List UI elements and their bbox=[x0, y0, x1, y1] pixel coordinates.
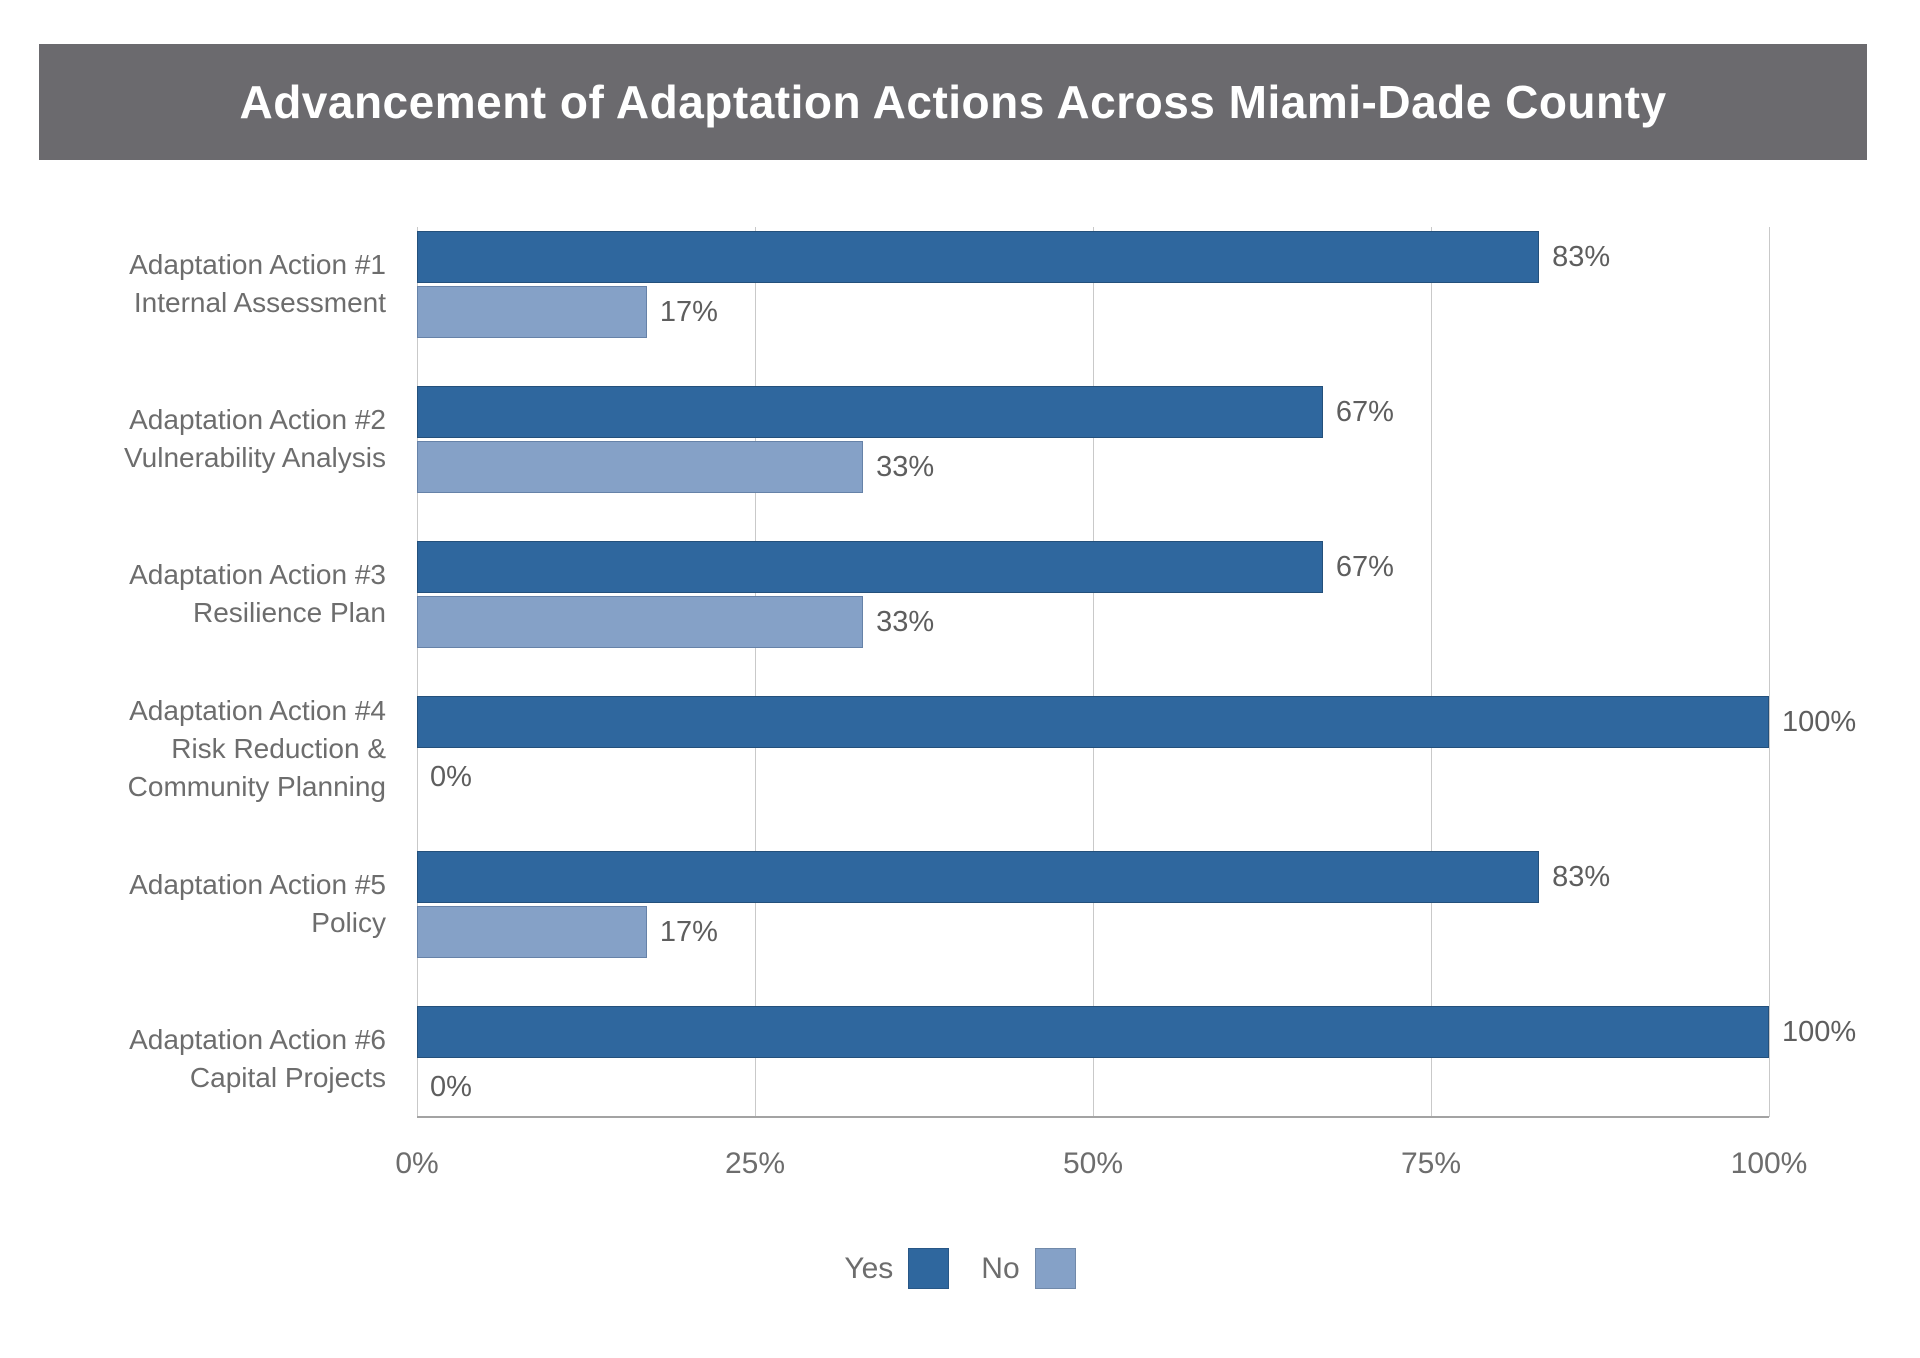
bar-value-label: 33% bbox=[876, 606, 935, 638]
category-label: Adaptation Action #1 Internal Assessment bbox=[40, 246, 386, 322]
category-label-line: Capital Projects bbox=[189, 1062, 386, 1093]
bar-value-label: 67% bbox=[1335, 396, 1394, 428]
legend-label: Yes bbox=[844, 1251, 894, 1285]
bar-no bbox=[417, 596, 864, 648]
legend: Yes No bbox=[0, 1248, 1920, 1289]
bar-yes bbox=[417, 1006, 1769, 1058]
bar-yes bbox=[417, 386, 1323, 438]
legend-label: No bbox=[981, 1251, 1020, 1285]
bar-yes bbox=[417, 541, 1323, 593]
bar-no bbox=[417, 441, 864, 493]
bar-no bbox=[417, 286, 647, 338]
bar-value-label: 83% bbox=[1552, 861, 1611, 893]
bar-value-label: 83% bbox=[1552, 241, 1611, 273]
category-label: Adaptation Action #5 Policy bbox=[40, 866, 386, 942]
bar-yes bbox=[417, 696, 1769, 748]
legend-item-yes: Yes bbox=[844, 1248, 950, 1289]
category-label-line: Adaptation Action #4 bbox=[129, 695, 386, 726]
category-label-line: Adaptation Action #6 bbox=[129, 1024, 386, 1055]
category-label-line: Resilience Plan bbox=[193, 597, 386, 628]
category-label-line: Adaptation Action #3 bbox=[129, 559, 386, 590]
legend-swatch-yes bbox=[908, 1248, 950, 1289]
bar-no bbox=[417, 906, 647, 958]
legend-item-no: No bbox=[981, 1248, 1076, 1289]
x-axis-line bbox=[417, 1116, 1769, 1118]
category-label-line: Adaptation Action #5 bbox=[129, 869, 386, 900]
chart-title: Advancement of Adaptation Actions Across… bbox=[239, 76, 1667, 128]
category-label: Adaptation Action #4 Risk Reduction & Comm… bbox=[40, 692, 386, 806]
category-label-line: Internal Assessment bbox=[133, 287, 386, 318]
gridline bbox=[1092, 227, 1094, 1117]
x-tick-label: 75% bbox=[1400, 1147, 1462, 1180]
bar-yes bbox=[417, 231, 1540, 283]
bar-value-label: 0% bbox=[430, 761, 472, 793]
x-tick-label: 50% bbox=[1062, 1147, 1124, 1180]
category-label-line: Vulnerability Analysis bbox=[124, 442, 386, 473]
bar-value-label: 17% bbox=[659, 296, 718, 328]
plot-area: 83% 17% 67% 33% 67% 33% 100% 0% 83% 17% 100% 0% bbox=[416, 227, 1856, 1118]
x-tick-label: 100% bbox=[1730, 1147, 1808, 1180]
category-label-line: Adaptation Action #1 bbox=[129, 249, 386, 280]
category-label-line: Adaptation Action #2 bbox=[129, 404, 386, 435]
bar-value-label: 17% bbox=[659, 916, 718, 948]
category-label-line: Risk Reduction & bbox=[171, 733, 386, 764]
category-label: Adaptation Action #3 Resilience Plan bbox=[40, 556, 386, 632]
category-label: Adaptation Action #2 Vulnerability Analys… bbox=[40, 401, 386, 477]
category-label-line: Policy bbox=[311, 907, 386, 938]
x-tick-label: 25% bbox=[724, 1147, 786, 1180]
bar-value-label: 67% bbox=[1335, 551, 1394, 583]
gridline bbox=[754, 227, 756, 1117]
gridline bbox=[416, 227, 418, 1117]
x-tick-label: 0% bbox=[395, 1147, 439, 1180]
legend-swatch-no bbox=[1034, 1248, 1076, 1289]
bar-yes bbox=[417, 851, 1540, 903]
bar-value-label: 100% bbox=[1782, 1016, 1857, 1048]
bar-value-label: 0% bbox=[430, 1071, 472, 1103]
category-label: Adaptation Action #6 Capital Projects bbox=[40, 1021, 386, 1097]
gridline bbox=[1768, 227, 1770, 1117]
header-banner: Advancement of Adaptation Actions Across… bbox=[39, 44, 1867, 160]
category-label-line: Community Planning bbox=[127, 771, 386, 802]
gridline bbox=[1430, 227, 1432, 1117]
bar-value-label: 100% bbox=[1782, 706, 1857, 738]
bar-value-label: 33% bbox=[876, 451, 935, 483]
